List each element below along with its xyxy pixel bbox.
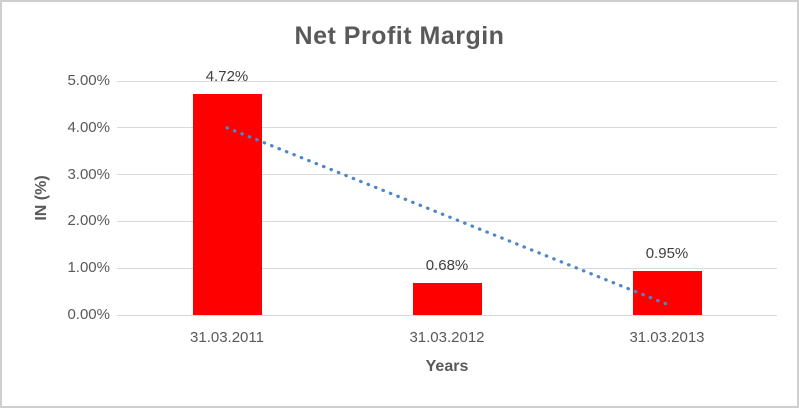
chart-title: Net Profit Margin bbox=[294, 22, 505, 50]
bar-data-label: 0.68% bbox=[425, 257, 469, 275]
y-tick-label: 1.00% bbox=[67, 259, 110, 277]
category-label: 31.03.2013 bbox=[629, 329, 705, 346]
gridline bbox=[117, 267, 777, 269]
bar bbox=[632, 270, 702, 315]
gridline bbox=[117, 174, 777, 176]
gridline bbox=[117, 314, 777, 316]
linear-trendline bbox=[225, 126, 669, 306]
bar-data-label: 4.72% bbox=[205, 68, 249, 86]
y-tick-label: 0.00% bbox=[67, 306, 110, 323]
gridline bbox=[117, 80, 777, 82]
y-tick-label: 2.00% bbox=[67, 212, 110, 230]
category-label: 31.03.2011 bbox=[190, 329, 264, 346]
category-label: 31.03.2012 bbox=[409, 329, 485, 346]
plot-area bbox=[117, 80, 777, 316]
gridline bbox=[117, 220, 777, 222]
x-axis-title: Years bbox=[425, 358, 469, 375]
y-tick-label: 4.00% bbox=[67, 118, 110, 136]
y-tick-label: 5.00% bbox=[67, 72, 110, 89]
gridline bbox=[117, 127, 777, 129]
bar bbox=[192, 94, 262, 315]
bar-data-label: 0.95% bbox=[645, 244, 689, 262]
bar bbox=[412, 283, 482, 315]
trendline-layer bbox=[225, 126, 669, 306]
y-tick-label: 3.00% bbox=[67, 165, 110, 183]
